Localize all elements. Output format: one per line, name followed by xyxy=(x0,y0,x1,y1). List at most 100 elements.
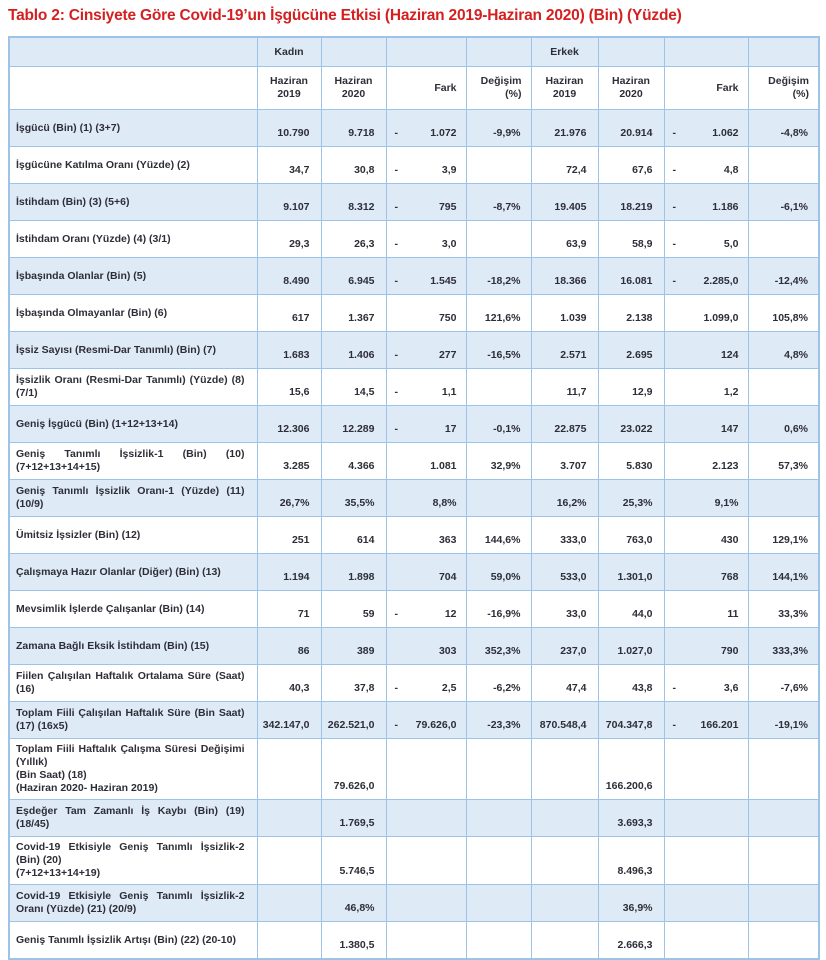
row-label: İşsiz Sayısı (Resmi-Dar Tanımlı) (Bin) (… xyxy=(8,331,258,369)
cell-erkek-haziran-2019: 237,0 xyxy=(530,627,599,665)
cell-erkek-fark: - 1.186 xyxy=(663,183,749,221)
fark-value: - 3,9 xyxy=(395,164,457,177)
table-row: İşsizlik Oranı (Resmi-Dar Tanımlı) (Yüzd… xyxy=(8,368,820,406)
fark-number: 3,6 xyxy=(723,682,739,694)
cell-erkek-degisim: -6,1% xyxy=(747,183,820,221)
cell-erkek-haziran-2020: 3.693,3 xyxy=(597,799,665,837)
cell-kadin-degisim: -6,2% xyxy=(465,664,532,702)
fark-number: 1,2 xyxy=(723,386,739,398)
col-header-kadin-haziran-2020: Haziran 2020 xyxy=(320,66,387,110)
minus-sign: - xyxy=(394,127,399,139)
cell-kadin-haziran-2019 xyxy=(256,738,322,800)
fark-number: 704 xyxy=(438,571,457,583)
cell-kadin-degisim: 144,6% xyxy=(465,516,532,554)
cell-kadin-haziran-2020: 79.626,0 xyxy=(320,738,387,800)
table-row: Ümitsiz İşsizler (Bin) (12) 251 614 363 144,… xyxy=(8,516,820,554)
group-header-spacer xyxy=(465,36,532,67)
cell-kadin-haziran-2019: 342.147,0 xyxy=(256,701,322,739)
cell-kadin-fark xyxy=(385,884,467,922)
cell-kadin-haziran-2019: 12.306 xyxy=(256,405,322,443)
minus-sign: - xyxy=(672,719,677,731)
fark-number: 12 xyxy=(444,608,457,620)
fark-value: 303 xyxy=(395,645,457,658)
cell-kadin-degisim: -0,1% xyxy=(465,405,532,443)
cell-kadin-haziran-2020: 12.289 xyxy=(320,405,387,443)
fark-number: 1.072 xyxy=(430,127,457,139)
cell-kadin-haziran-2019 xyxy=(256,799,322,837)
cell-erkek-fark: 124 xyxy=(663,331,749,369)
cell-erkek-haziran-2020: 25,3% xyxy=(597,479,665,517)
row-label: Fiilen Çalışılan Haftalık Ortalama Süre … xyxy=(8,664,258,702)
cell-erkek-haziran-2020: 43,8 xyxy=(597,664,665,702)
cell-erkek-haziran-2020: 23.022 xyxy=(597,405,665,443)
fark-value: - 17 xyxy=(395,423,457,436)
fark-number: 2.285,0 xyxy=(703,275,739,287)
col-header-erkek-fark: Fark xyxy=(663,66,749,110)
cell-erkek-haziran-2019: 16,2% xyxy=(530,479,599,517)
cell-kadin-haziran-2019: 3.285 xyxy=(256,442,322,480)
row-label: Toplam Fiili Haftalık Çalışma Süresi Değ… xyxy=(8,738,258,800)
row-label: Zamana Bağlı Eksik İstihdam (Bin) (15) xyxy=(8,627,258,665)
minus-sign: - xyxy=(394,164,399,176)
cell-erkek-degisim xyxy=(747,479,820,517)
fark-number: 430 xyxy=(720,534,739,546)
cell-erkek-haziran-2020: 2.695 xyxy=(597,331,665,369)
cell-kadin-degisim xyxy=(465,368,532,406)
minus-sign: - xyxy=(672,275,677,287)
group-header-spacer xyxy=(663,36,749,67)
fark-number: 5,0 xyxy=(723,238,739,250)
cell-kadin-haziran-2019: 1.194 xyxy=(256,553,322,591)
cell-erkek-haziran-2019: 333,0 xyxy=(530,516,599,554)
cell-kadin-degisim xyxy=(465,738,532,800)
cell-kadin-degisim xyxy=(465,479,532,517)
fark-number: 3,0 xyxy=(441,238,457,250)
fark-number: 8,8% xyxy=(432,497,457,509)
cell-erkek-haziran-2020: 166.200,6 xyxy=(597,738,665,800)
cell-kadin-fark: - 79.626,0 xyxy=(385,701,467,739)
cell-kadin-haziran-2019: 617 xyxy=(256,294,322,332)
cell-kadin-haziran-2020: 1.367 xyxy=(320,294,387,332)
minus-sign: - xyxy=(394,386,399,398)
fark-number: 9,1% xyxy=(714,497,739,509)
cell-kadin-degisim: 32,9% xyxy=(465,442,532,480)
cell-erkek-haziran-2020: 8.496,3 xyxy=(597,836,665,885)
group-header-row: Kadın Erkek xyxy=(8,36,820,67)
fark-number: 1.081 xyxy=(430,460,457,472)
group-header-spacer xyxy=(597,36,665,67)
minus-sign: - xyxy=(394,349,399,361)
fark-number: 750 xyxy=(438,312,457,324)
table-body: İşgücü (Bin) (1) (3+7) 10.790 9.718-1.072-… xyxy=(8,109,820,960)
col-header-kadin-fark: Fark xyxy=(385,66,467,110)
cell-kadin-degisim: 59,0% xyxy=(465,553,532,591)
fark-number: 4,8 xyxy=(723,164,739,176)
table-row: Geniş İşgücü (Bin) (1+12+13+14) 12.306 12.… xyxy=(8,405,820,443)
cell-erkek-haziran-2020: 704.347,8 xyxy=(597,701,665,739)
row-label: Toplam Fiili Çalışılan Haftalık Süre (Bi… xyxy=(8,701,258,739)
minus-sign: - xyxy=(394,201,399,213)
cell-kadin-haziran-2019: 29,3 xyxy=(256,220,322,258)
cell-erkek-degisim xyxy=(747,836,820,885)
cell-kadin-haziran-2020: 8.312 xyxy=(320,183,387,221)
fark-number: 363 xyxy=(438,534,457,546)
table-row: Fiilen Çalışılan Haftalık Ortalama Süre … xyxy=(8,664,820,702)
cell-kadin-degisim: -9,9% xyxy=(465,109,532,147)
cell-erkek-haziran-2019: 72,4 xyxy=(530,146,599,184)
fark-number: 124 xyxy=(720,349,739,361)
cell-kadin-degisim xyxy=(465,220,532,258)
row-label: İstihdam (Bin) (3) (5+6) xyxy=(8,183,258,221)
cell-kadin-fark: - 795 xyxy=(385,183,467,221)
cell-erkek-degisim: 129,1% xyxy=(747,516,820,554)
fark-number: 795 xyxy=(438,201,457,213)
label-column-header xyxy=(8,66,258,110)
cell-kadin-degisim: -18,2% xyxy=(465,257,532,295)
table-row: İşgücüne Katılma Oranı (Yüzde) (2) 34,7 30… xyxy=(8,146,820,184)
cell-erkek-degisim xyxy=(747,884,820,922)
cell-kadin-haziran-2019: 9.107 xyxy=(256,183,322,221)
cell-kadin-degisim: -8,7% xyxy=(465,183,532,221)
cell-erkek-fark xyxy=(663,799,749,837)
cell-erkek-haziran-2020: 20.914 xyxy=(597,109,665,147)
cell-erkek-haziran-2020: 2.138 xyxy=(597,294,665,332)
row-label: İşbaşında Olmayanlar (Bin) (6) xyxy=(8,294,258,332)
cell-kadin-fark xyxy=(385,836,467,885)
